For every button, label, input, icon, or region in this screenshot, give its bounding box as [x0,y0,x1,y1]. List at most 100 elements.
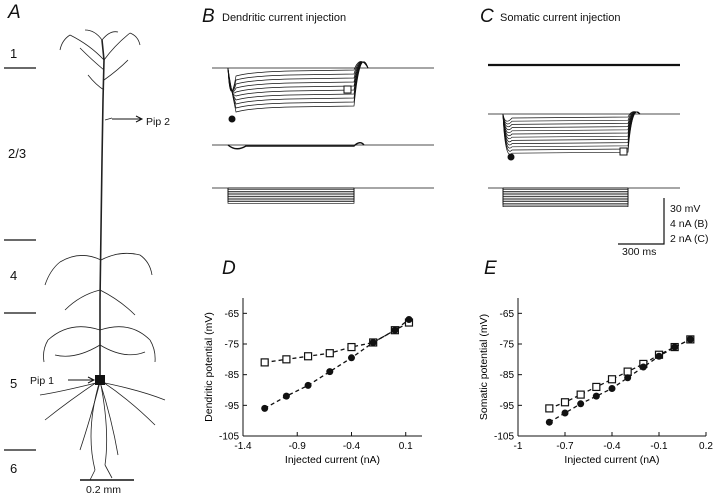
panel-c-trace [502,111,641,140]
chart-d-y-tick-label: -85 [225,370,240,381]
traces-scalebar [618,198,665,245]
panel-c-step [502,188,629,194]
panel-c-square-marker [619,147,628,156]
chart-d-point-circle [405,315,413,323]
panel-c-step [502,188,629,208]
chart-d-point-circle [326,368,334,376]
chart-d-x-tick-label: -0.9 [289,441,307,452]
soma [95,375,105,385]
chart-e-x-tick-label: -0.4 [603,441,621,452]
chart-e-point-circle [671,343,679,351]
chart-d-x-tick-label: 0.1 [399,441,413,452]
chart-e-series-line [549,338,691,423]
layer-label-5: 5 [10,376,18,391]
panel-b-circle-marker [228,115,236,123]
panel-b-step [227,188,355,194]
chart-d-y-tick-label: -95 [225,401,240,412]
chart-d-point-square [303,352,313,361]
chart-e-point-square [576,390,585,399]
panel-letter-c: C [480,6,494,27]
chart-e-point-square [592,382,601,392]
chart-e-point-circle [655,352,663,360]
chart-e-y-tick-label: -75 [500,340,515,351]
chart-d-y-label: Dendritic potential (mV) [203,312,215,422]
chart-d-point-circle [261,404,269,412]
chart-d-point-square [282,355,291,364]
panel-letter-b: B [202,6,215,27]
chart-e-x-tick-label: -0.1 [650,441,668,452]
chart-e: -65 -75 -85 -95 -105-1 -0.7 -0.4 -0.1 0.2 Injecte… [478,298,713,466]
layer-label-6: 6 [10,461,18,476]
pipette-1-arrow [68,376,96,384]
pipette-markers [68,115,144,384]
scalebar-mv-label: 30 mV [670,203,701,215]
chart-e-x-tick-label: -1 [514,441,523,452]
panel-b-traces [212,61,434,204]
chart-e-point-square [560,398,570,407]
chart-e-x-tick-label: -0.7 [556,441,574,452]
chart-e-point-circle [624,374,632,382]
chart-d-series-line [264,318,410,409]
chart-d-y-tick-label: -65 [225,309,240,320]
chart-e-point-circle [608,384,616,392]
chart-d-point-circle [304,381,312,389]
chart-d-point-circle [347,354,355,362]
neuron-scalebar-label: 0.2 mm [86,484,122,496]
chart-e-point-circle [561,409,569,417]
panel-b-step [227,188,355,204]
panel-c-trace [502,111,641,134]
chart-d-y-tick-label: -75 [225,340,240,351]
layer-boundaries [4,67,36,451]
scalebar-na-b-label: 4 nA (B) [670,218,708,230]
chart-e-point-square [545,404,554,413]
layer-label-4: 4 [10,268,18,283]
scalebar-ms-label: 300 ms [622,246,657,258]
chart-d-series-line [264,321,410,364]
panel-letter-d: D [222,258,236,279]
panel-letter-e: E [484,258,497,279]
panel-title-b: Dendritic current injection [222,12,347,24]
chart-d-point-circle [391,326,399,334]
chart-e-y-tick-label: -65 [500,309,515,320]
chart-d: -65 -75 -85 -95 -105-1.4 -0.9 -0.4 0.1 Injected … [203,298,422,466]
panel-c-trace [502,111,641,155]
chart-d-x-tick-label: -0.4 [343,441,361,452]
panel-c-circle-marker [507,153,515,161]
panel-c-trace [502,111,641,122]
chart-e-point-circle [639,363,647,371]
chart-e-point-square [607,375,617,384]
chart-e-point-circle [592,392,600,400]
panel-c-step [502,188,629,197]
panel-c-step [502,188,629,204]
panel-b-trace [227,61,369,101]
pipette-2-label: Pip 2 [146,116,170,128]
panel-letter-a: A [8,2,21,23]
chart-e-point-circle [545,418,553,426]
panel-b-trace [227,61,369,109]
chart-d-x-label: Injected current (nA) [285,454,380,466]
panel-c-traces [488,63,680,208]
chart-d-point-square [325,349,334,358]
chart-e-y-tick-label: -85 [500,370,515,381]
chart-e-x-label: Injected current (nA) [564,454,659,466]
panel-b-trace [227,61,369,113]
chart-e-point-circle [577,400,585,408]
panel-b-square-marker [343,85,352,94]
neuron-drawing [39,29,166,481]
chart-d-point-circle [282,392,290,400]
chart-d-x-tick-label: -1.4 [234,441,252,452]
chart-e-y-tick-label: -105 [494,432,514,443]
scalebar-na-c-label: 2 nA (C) [670,233,709,245]
chart-e-series-line [549,338,691,410]
chart-e-point-square [623,367,632,376]
pipette-1-label: Pip 1 [30,375,54,387]
chart-e-y-label: Somatic potential (mV) [478,314,490,420]
chart-e-y-tick-label: -95 [500,401,515,412]
pipette-2-arrow [112,115,144,123]
chart-d-point-circle [369,338,377,346]
layer-label-2-3: 2/3 [8,146,27,161]
chart-d-point-square [347,342,356,352]
chart-e-point-circle [686,335,694,343]
chart-e-x-tick-label: 0.2 [699,441,713,452]
